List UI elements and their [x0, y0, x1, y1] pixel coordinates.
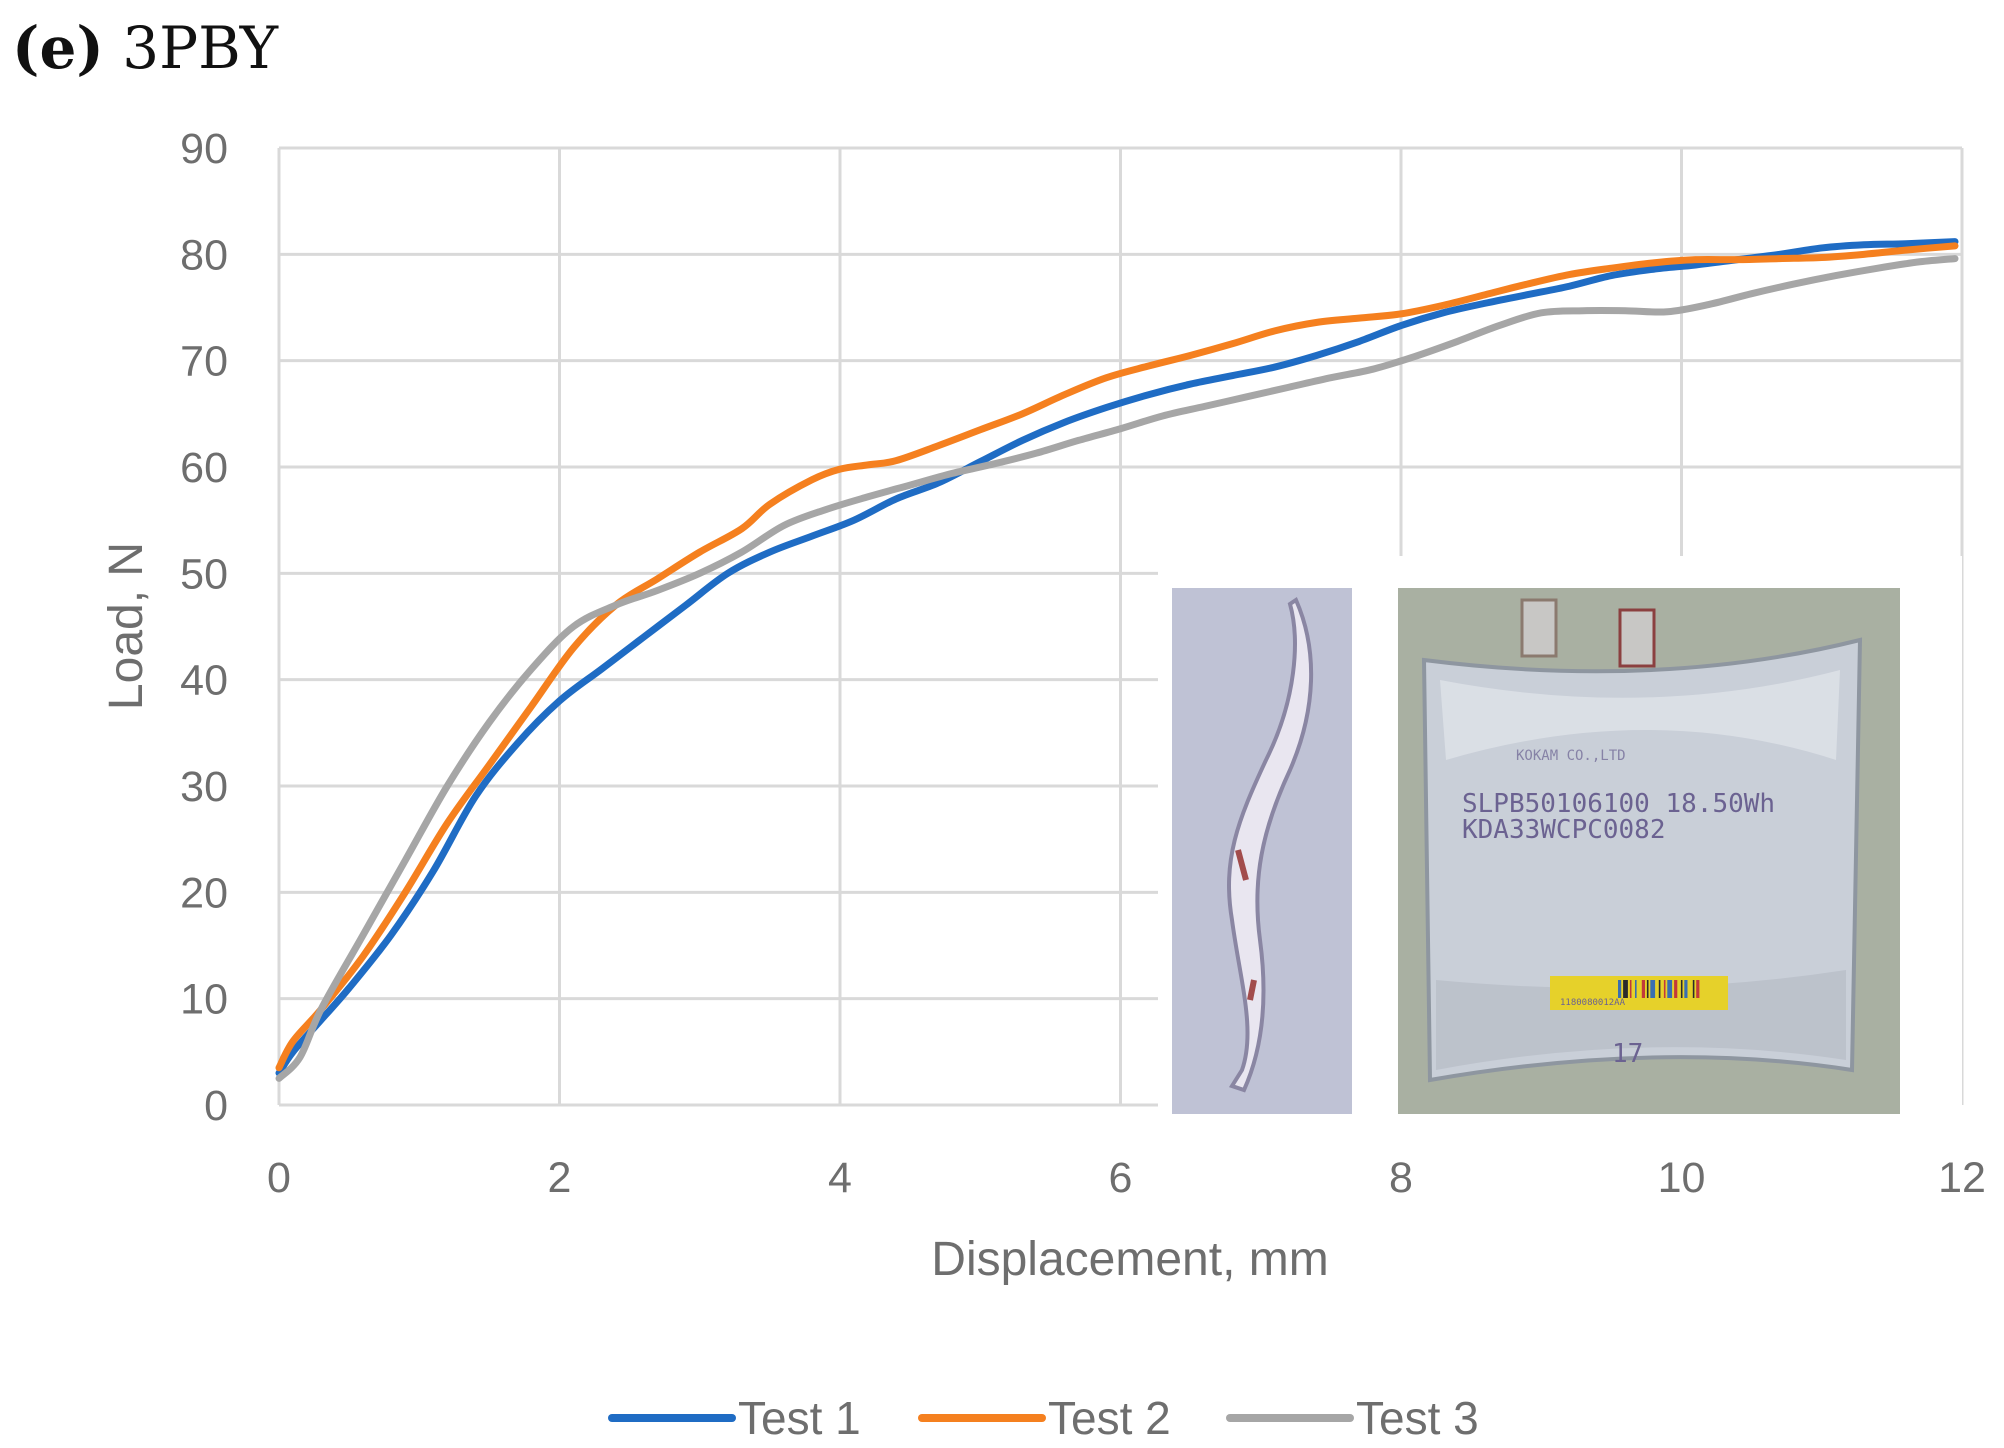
- barcode-bar: [1680, 980, 1683, 998]
- legend-label-test-3: Test 3: [1356, 1392, 1479, 1444]
- barcode-bar: [1684, 980, 1688, 998]
- inset-label-line1: SLPB50106100 18.50Wh: [1462, 789, 1775, 819]
- legend-label-test-2: Test 2: [1048, 1392, 1171, 1444]
- barcode-bar: [1623, 980, 1628, 998]
- panel-letter: (e): [12, 14, 104, 82]
- x-tick-12: 12: [1938, 1154, 1986, 1202]
- inset-header-text: KOKAM CO.,LTD: [1516, 748, 1626, 764]
- y-tick-40: 40: [180, 657, 228, 705]
- inset-label-line2: KDA33WCPC0082: [1462, 815, 1666, 845]
- legend-label-test-1: Test 1: [738, 1392, 861, 1444]
- x-tick-labels: 0 2 4 6 8 10 12: [267, 1154, 1986, 1202]
- barcode-bar: [1692, 980, 1695, 998]
- barcode-bar: [1641, 980, 1645, 998]
- x-axis-title: Displacement, mm: [931, 1233, 1328, 1286]
- x-tick-0: 0: [267, 1154, 291, 1202]
- y-tick-0: 0: [204, 1082, 228, 1130]
- y-axis-title: Load, N: [100, 542, 153, 710]
- barcode-bar: [1650, 980, 1656, 998]
- y-tick-labels: 0 10 20 30 40 50 60 70 80 90: [180, 125, 228, 1130]
- series-line-test-2: [275, 242, 1959, 1072]
- x-tick-2: 2: [548, 1154, 572, 1202]
- y-tick-20: 20: [180, 869, 228, 917]
- barcode-bar: [1674, 980, 1678, 998]
- y-tick-90: 90: [180, 125, 228, 173]
- barcode-bar: [1618, 980, 1622, 998]
- x-tick-6: 6: [1109, 1154, 1133, 1202]
- series-lines: [275, 238, 1959, 1082]
- barcode-text: 1180080012AA: [1560, 998, 1626, 1008]
- panel-title: 3PBY: [103, 14, 279, 82]
- barcode-bar: [1629, 980, 1632, 998]
- y-tick-80: 80: [180, 231, 228, 279]
- barcode: [1618, 980, 1700, 998]
- y-tick-60: 60: [180, 444, 228, 492]
- barcode-bar: [1658, 980, 1661, 998]
- y-tick-10: 10: [180, 976, 228, 1024]
- x-tick-4: 4: [828, 1154, 852, 1202]
- inset-marker: 17: [1612, 1039, 1643, 1069]
- x-tick-10: 10: [1658, 1154, 1706, 1202]
- y-tick-30: 30: [180, 763, 228, 811]
- legend: Test 1 Test 2 Test 3: [608, 1392, 1479, 1444]
- barcode-bar: [1663, 980, 1666, 998]
- y-tick-70: 70: [180, 338, 228, 386]
- barcode-bar: [1646, 980, 1649, 998]
- x-tick-8: 8: [1389, 1154, 1413, 1202]
- axis-titles: Displacement, mm Load, N: [100, 542, 1329, 1286]
- barcode-bar: [1667, 980, 1673, 998]
- barcode-bar: [1696, 980, 1700, 998]
- barcode-bar: [1635, 980, 1637, 998]
- y-tick-50: 50: [180, 550, 228, 598]
- inset-photo-side-view: [1172, 588, 1352, 1114]
- series-line-test-3: [275, 255, 1959, 1082]
- series-line-test-1: [275, 238, 1959, 1077]
- panel-label: (e) 3PBY: [12, 14, 278, 82]
- inset-photo-pouch-cell: KOKAM CO.,LTD SLPB50106100 18.50Wh KDA33…: [1398, 588, 1900, 1114]
